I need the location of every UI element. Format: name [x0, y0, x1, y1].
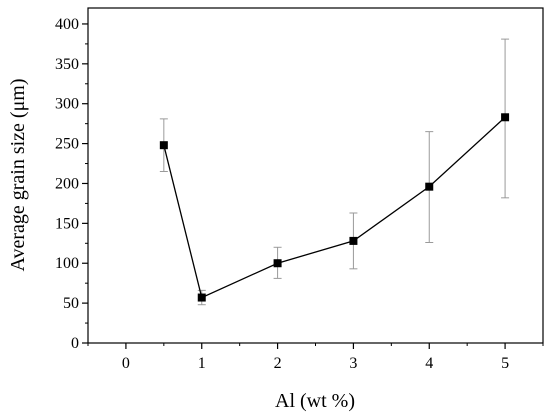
x-axis-ticks: 0 1 2 3 4 5 [87, 343, 544, 372]
x-tick-label: 5 [501, 355, 509, 372]
y-axis-ticks: 0 50 100 150 200 250 300 350 400 [55, 16, 88, 352]
y-tick-label: 0 [71, 335, 79, 352]
x-tick-label: 3 [349, 355, 357, 372]
data-point [197, 293, 206, 302]
data-point [159, 141, 168, 150]
data-point [425, 182, 434, 191]
x-tick-label: 0 [122, 355, 130, 372]
y-tick-label: 50 [63, 295, 79, 312]
y-tick-label: 200 [55, 175, 79, 192]
data-point [501, 113, 510, 122]
data-point [273, 259, 282, 268]
x-tick-label: 2 [274, 355, 282, 372]
x-tick-label: 4 [425, 355, 433, 372]
data-markers [159, 113, 510, 302]
error-bars [159, 38, 510, 306]
series-line [163, 116, 506, 299]
y-tick-label: 100 [55, 255, 79, 272]
plot-frame [87, 7, 544, 344]
y-tick-label: 250 [55, 136, 79, 153]
y-tick-label: 400 [55, 16, 79, 33]
y-axis-title: Average grain size (μm) [7, 78, 29, 271]
data-point [349, 236, 358, 245]
y-tick-label: 350 [55, 56, 79, 73]
y-tick-label: 150 [55, 215, 79, 232]
y-tick-label: 300 [55, 96, 79, 113]
x-tick-label: 1 [198, 355, 206, 372]
x-axis-title: Al (wt %) [275, 390, 355, 412]
